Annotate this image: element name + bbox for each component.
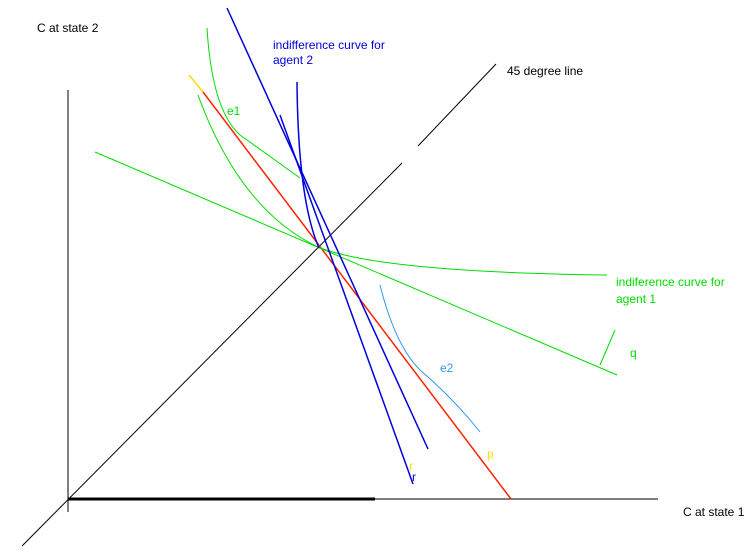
- agent1-straight-line: [94, 151, 618, 376]
- curve-e2: [379, 284, 481, 433]
- e1-label: e1: [227, 104, 241, 118]
- e2-label: e2: [440, 361, 454, 375]
- agent2-label-line1: indifference curve for: [273, 38, 385, 52]
- agent1-curve-e1: [206, 27, 301, 179]
- budget-line-p: [202, 91, 512, 500]
- line-45-degree: [21, 162, 403, 547]
- agent1-label-line1: indiference curve for: [616, 275, 725, 289]
- agent1-label-line2: agent 1: [616, 292, 656, 306]
- r-label-blue: r: [412, 470, 416, 484]
- line-45-label: 45 degree line: [507, 64, 583, 78]
- agent2-label-line2: agent 2: [273, 53, 313, 67]
- agent2-line-a: [226, 7, 429, 450]
- q-label: q: [630, 346, 637, 360]
- line-45-degree-upper: [417, 63, 497, 147]
- r-label-yellow: r: [409, 459, 413, 473]
- agent1-indifference-curve: [197, 94, 608, 276]
- x-axis-label: C at state 1: [683, 505, 745, 519]
- q-bracket: [599, 329, 616, 366]
- agent2-indifference-curve: [296, 81, 320, 249]
- y-axis-label: C at state 2: [37, 21, 99, 35]
- agent2-line-r: [279, 114, 414, 485]
- p-label: p: [487, 447, 494, 461]
- yellow-segment: [188, 74, 204, 93]
